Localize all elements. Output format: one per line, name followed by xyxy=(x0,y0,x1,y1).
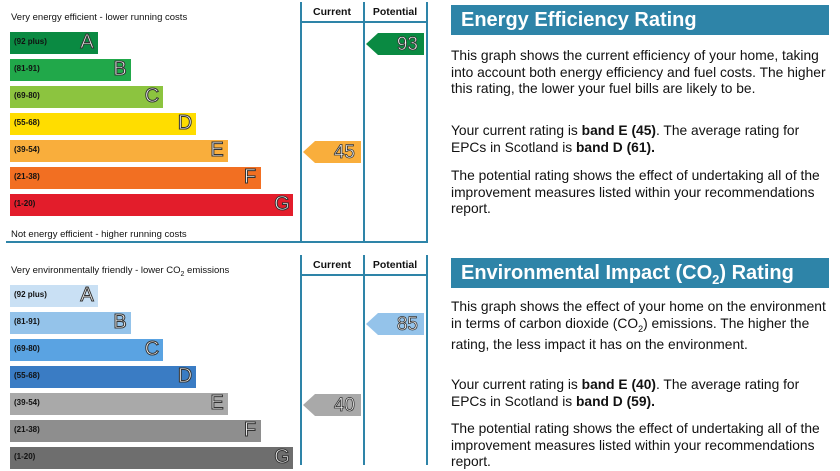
energy-band-letter: B xyxy=(113,58,127,81)
environment-current-rating-value: 40 xyxy=(333,395,355,416)
energy-current-header: Current xyxy=(313,6,351,18)
energy-divider-1 xyxy=(300,2,302,242)
energy-band-range: (21-38) xyxy=(14,172,40,181)
ee-paragraph-1: This graph shows the current efficiency … xyxy=(451,48,826,96)
energy-current-rating-arrow: 45 xyxy=(303,141,361,163)
ei-panel-title: Environmental Impact (CO2) Rating xyxy=(451,258,829,288)
energy-band-range: (1-20) xyxy=(14,199,36,208)
environment-band-letter: E xyxy=(210,392,224,415)
environment-divider-3 xyxy=(426,255,428,465)
energy-potential-rating-value: 93 xyxy=(396,34,418,55)
environment-band-b: (81-91) B xyxy=(10,311,131,334)
environment-band-range: (21-38) xyxy=(14,425,40,434)
energy-efficiency-chart: Very energy efficient - lower running co… xyxy=(6,2,430,243)
environment-top-caption: Very environmentally friendly - lower CO… xyxy=(11,265,230,278)
environment-band-d: (55-68) D xyxy=(10,365,196,388)
ee-paragraph-3: The potential rating shows the effect of… xyxy=(451,168,820,216)
environment-band-range: (55-68) xyxy=(14,371,40,380)
energy-band-a: (92 plus) A xyxy=(10,31,98,54)
environment-band-letter: A xyxy=(80,284,94,307)
energy-band-letter: E xyxy=(210,139,224,162)
energy-divider-2 xyxy=(363,2,365,242)
energy-band-letter: G xyxy=(274,193,291,216)
energy-band-b: (81-91) B xyxy=(10,58,131,81)
environment-current-header: Current xyxy=(313,259,351,271)
environment-band-range: (81-91) xyxy=(14,317,40,326)
energy-band-letter: C xyxy=(144,85,160,108)
energy-band-d: (55-68) D xyxy=(10,112,196,135)
environment-band-letter: D xyxy=(177,365,193,388)
energy-potential-rating-arrow: 93 xyxy=(366,33,424,55)
energy-current-rating-value: 45 xyxy=(333,142,355,163)
energy-band-f: (21-38) F xyxy=(10,166,261,189)
environment-band-range: (69-80) xyxy=(14,344,40,353)
energy-band-g: (1-20) G xyxy=(10,193,293,216)
ee-panel-title: Energy Efficiency Rating xyxy=(451,5,829,35)
ei-paragraph-2: Your current rating is band E (40). The … xyxy=(451,377,800,409)
environment-band-range: (39-54) xyxy=(14,398,40,407)
environment-band-g: (1-20) G xyxy=(10,446,293,469)
environment-divider-1 xyxy=(300,255,302,465)
environment-band-letter: F xyxy=(243,419,257,442)
energy-potential-header: Potential xyxy=(372,6,418,18)
environment-band-letter: B xyxy=(113,311,127,334)
energy-band-letter: D xyxy=(177,112,193,135)
energy-band-range: (92 plus) xyxy=(14,37,47,46)
environment-band-letter: C xyxy=(144,338,160,361)
energy-band-c: (69-80) C xyxy=(10,85,163,108)
energy-header-line xyxy=(300,21,428,23)
environment-band-e: (39-54) E xyxy=(10,392,228,415)
environment-current-rating-arrow: 40 xyxy=(303,394,361,416)
ei-paragraph-1: This graph shows the effect of your home… xyxy=(451,299,826,352)
ee-paragraph-2: Your current rating is band E (45). The … xyxy=(451,123,800,155)
environment-band-range: (1-20) xyxy=(14,452,36,461)
environment-header-line xyxy=(300,274,428,276)
energy-top-caption: Very energy efficient - lower running co… xyxy=(11,12,188,23)
energy-band-range: (55-68) xyxy=(14,118,40,127)
environment-potential-header: Potential xyxy=(372,259,418,271)
environment-band-f: (21-38) F xyxy=(10,419,261,442)
environment-divider-2 xyxy=(363,255,365,465)
energy-bottom-line xyxy=(6,241,428,243)
energy-divider-3 xyxy=(426,2,428,242)
environment-potential-rating-arrow: 85 xyxy=(366,313,424,335)
environmental-impact-chart: Very environmentally friendly - lower CO… xyxy=(6,255,430,469)
energy-bottom-caption: Not energy efficient - higher running co… xyxy=(11,229,187,240)
environment-band-c: (69-80) C xyxy=(10,338,163,361)
environment-band-range: (92 plus) xyxy=(14,290,47,299)
energy-band-e: (39-54) E xyxy=(10,139,228,162)
energy-band-range: (81-91) xyxy=(14,64,40,73)
energy-band-range: (69-80) xyxy=(14,91,40,100)
environment-band-letter: G xyxy=(274,446,291,469)
environment-band-a: (92 plus) A xyxy=(10,284,98,307)
environment-potential-rating-value: 85 xyxy=(396,314,418,335)
ei-paragraph-3: The potential rating shows the effect of… xyxy=(451,421,820,469)
energy-band-range: (39-54) xyxy=(14,145,40,154)
energy-band-letter: F xyxy=(243,166,257,189)
energy-band-letter: A xyxy=(80,31,94,54)
